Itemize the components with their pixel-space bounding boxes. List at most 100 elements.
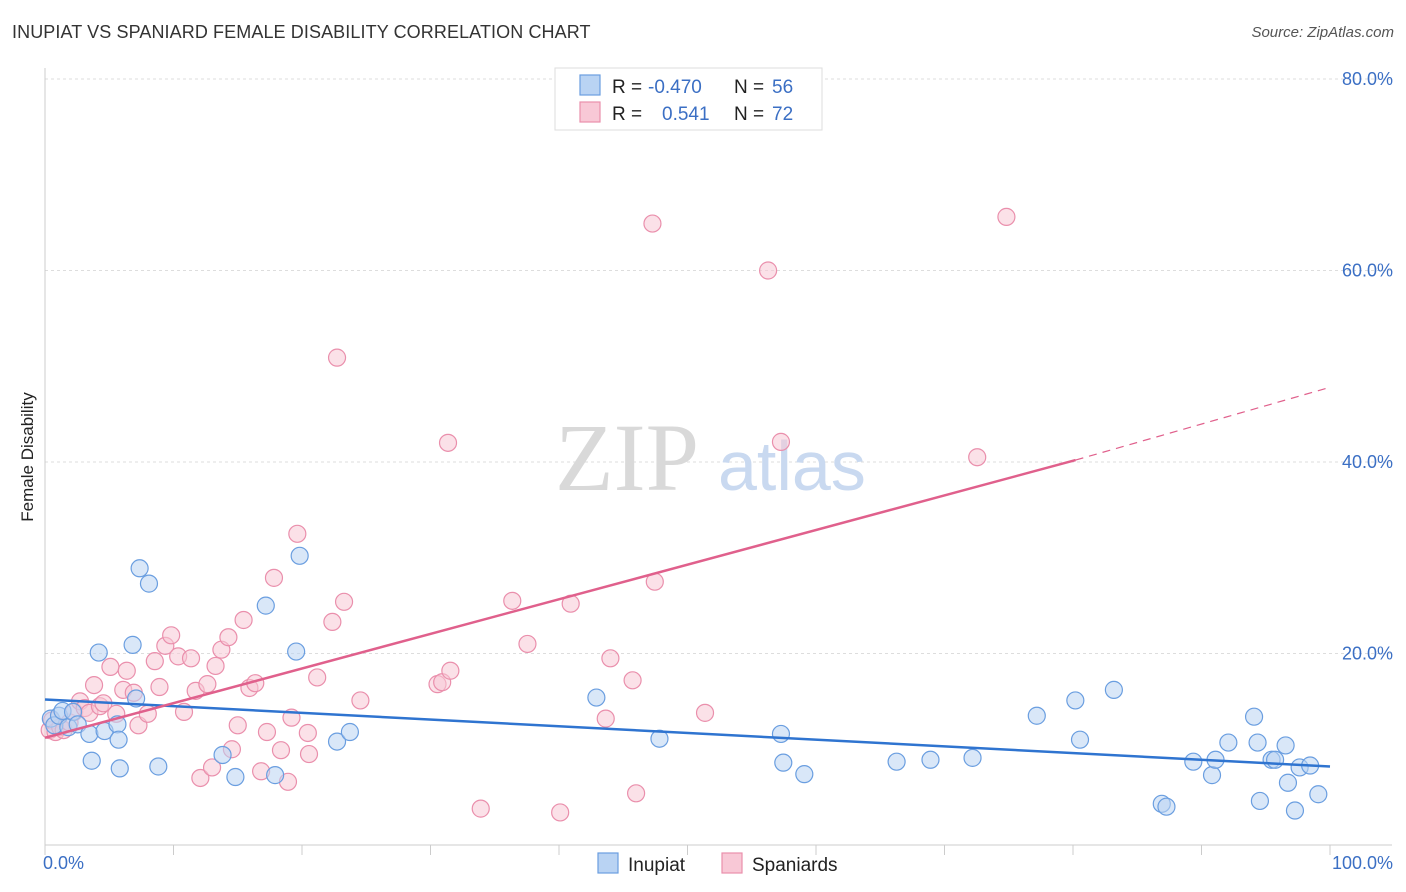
chart-title: INUPIAT VS SPANIARD FEMALE DISABILITY CO…: [12, 22, 591, 42]
spaniards-point: [198, 675, 217, 694]
legend-n-label-inupiat: N =: [734, 77, 764, 98]
inupiat-point: [213, 745, 232, 765]
spaniards-point: [327, 348, 347, 367]
spaniards-point: [288, 524, 307, 543]
inupiat-point: [110, 759, 129, 778]
x-tick-label-max: 100.0%: [1332, 853, 1393, 873]
spaniards-point: [643, 214, 662, 233]
inupiat-point: [1157, 797, 1176, 816]
inupiat-point: [1202, 766, 1222, 785]
spaniards-point: [626, 784, 646, 803]
inupiat-point: [1104, 680, 1123, 699]
inupiat-point: [587, 688, 606, 707]
spaniards-point: [299, 744, 319, 764]
spaniards-point: [471, 799, 490, 818]
inupiat-point: [226, 767, 245, 787]
inupiat-point: [89, 643, 108, 662]
watermark: ZIP atlas: [555, 404, 866, 511]
watermark-atlas: atlas: [718, 427, 866, 505]
spaniards-point: [551, 803, 570, 822]
trend-lines: [44, 386, 1331, 768]
inupiat-point: [1265, 750, 1285, 769]
legend-n-label-spaniards: N =: [734, 104, 764, 125]
x-tick-labels: 0.0% 100.0%: [43, 853, 1393, 873]
spaniards-point: [101, 657, 120, 677]
legend-n-value-spaniards: 72: [772, 104, 793, 125]
spaniards-point: [308, 668, 327, 687]
spaniards-point: [84, 675, 104, 695]
spaniards-point: [117, 661, 136, 680]
spaniards-point: [518, 634, 537, 654]
spaniards-point: [234, 610, 253, 630]
inupiat-point: [1066, 691, 1085, 710]
legend-r-value-inupiat: -0.470: [648, 77, 702, 98]
y-tick-label: 20.0%: [1342, 644, 1393, 664]
inupiat-point: [921, 750, 940, 769]
spaniards-point: [191, 768, 210, 788]
y-tick-label: 60.0%: [1342, 261, 1393, 281]
inupiat-point: [1070, 730, 1090, 749]
spaniards-point: [150, 677, 169, 697]
inupiat-point: [340, 722, 359, 742]
stats-legend: R = -0.470 N = 56 R = 0.541 N = 72: [554, 67, 823, 131]
inupiat-point: [149, 757, 168, 776]
spaniards-point: [271, 741, 291, 760]
bottom-legend-inupiat-label: Inupiat: [628, 855, 686, 876]
watermark-zip: ZIP: [555, 404, 699, 511]
legend-n-value-inupiat: 56: [772, 77, 793, 98]
inupiat-point: [1285, 801, 1305, 820]
inupiat-point: [327, 732, 347, 751]
spaniards-point: [264, 568, 284, 587]
y-axis-label: Female Disability: [18, 392, 37, 522]
spaniards-swatch: [579, 101, 601, 123]
inupiat-point: [287, 642, 306, 661]
spaniards-point: [323, 612, 342, 632]
inupiat-point: [1250, 791, 1270, 811]
inupiat-trend-line: [44, 698, 1331, 768]
source-credit: Source: ZipAtlas.com: [1251, 24, 1394, 41]
inupiat-point: [963, 748, 982, 767]
spaniards-point: [334, 592, 354, 611]
legend-r-label-spaniards: R =: [612, 104, 642, 125]
spaniards-point: [771, 432, 791, 451]
bottom-legend: Inupiat Spaniards: [597, 852, 838, 876]
inupiat-point: [1248, 733, 1267, 752]
spaniards-point: [759, 261, 778, 280]
inupiat-point: [139, 574, 159, 593]
bottom-legend-spaniards-swatch: [721, 852, 743, 874]
spaniards-point: [695, 703, 715, 722]
spaniards-point: [162, 626, 181, 645]
inupiat-point: [1244, 707, 1264, 726]
spaniards-point: [997, 207, 1016, 226]
inupiat-point: [1278, 773, 1298, 792]
spaniards-point: [181, 649, 201, 668]
inupiat-swatch: [579, 74, 601, 96]
inupiat-point: [1027, 706, 1046, 725]
inupiat-point: [82, 751, 101, 770]
inupiat-point: [256, 596, 275, 615]
spaniards-point: [441, 661, 460, 680]
y-tick-labels: 20.0% 40.0% 60.0% 80.0%: [1342, 69, 1393, 664]
x-tick-label-min: 0.0%: [43, 853, 84, 873]
spaniards-point: [503, 591, 522, 610]
inupiat-point: [130, 559, 149, 578]
spaniards-point: [228, 716, 247, 735]
spaniards-point: [206, 656, 225, 676]
spaniards-point: [596, 709, 615, 728]
y-tick-label: 80.0%: [1342, 69, 1393, 89]
inupiat-point: [1276, 736, 1295, 755]
spaniards-point: [438, 433, 458, 452]
inupiat-point: [123, 635, 142, 654]
spaniards-point: [351, 691, 370, 710]
inupiat-point: [887, 752, 906, 771]
series-inupiat-points: [41, 546, 1328, 820]
spaniards-trend-line: [44, 458, 1076, 739]
spaniards-point: [257, 722, 277, 742]
spaniards-point: [145, 652, 164, 671]
inupiat-point: [266, 766, 285, 785]
legend-r-label-inupiat: R =: [612, 77, 642, 98]
spaniards-point: [968, 448, 987, 467]
inupiat-point: [771, 724, 791, 744]
y-tick-label: 40.0%: [1342, 452, 1393, 472]
